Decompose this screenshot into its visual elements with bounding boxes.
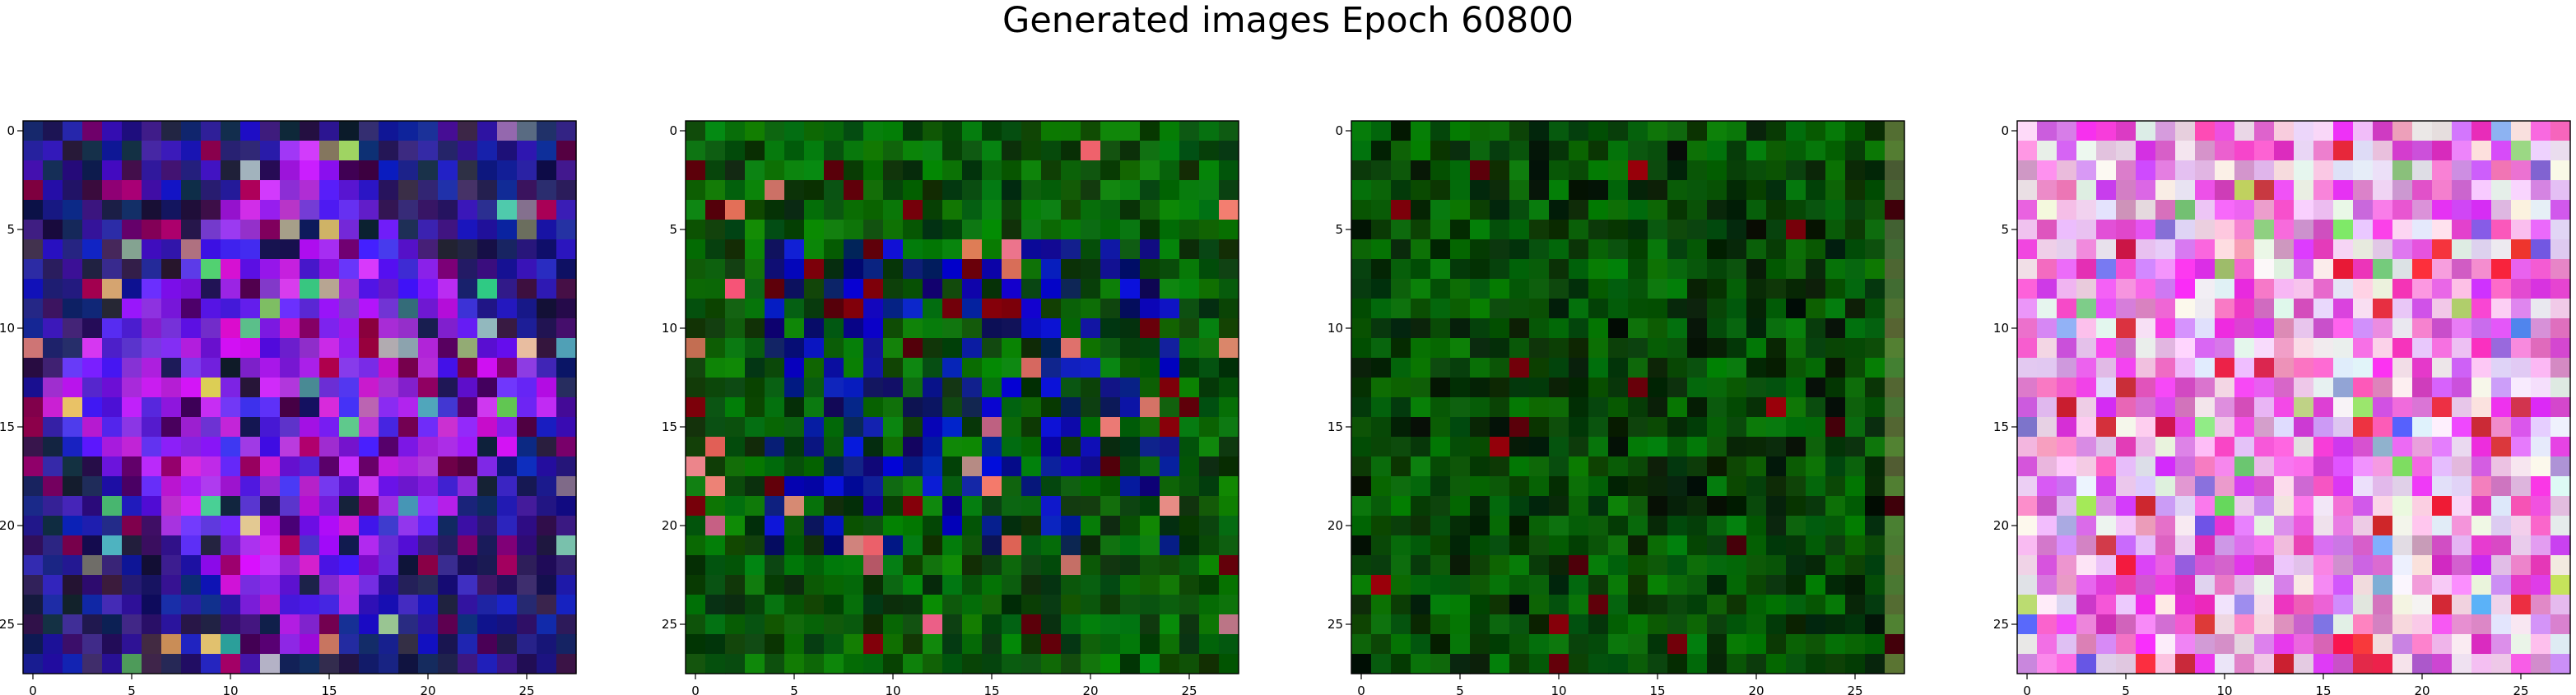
axes-frame (22, 120, 577, 674)
y-tick-label: 10 (1328, 321, 1343, 336)
image-panel-2: 0 5 10 15 20 25 0 5 10 15 20 25 (662, 120, 1239, 695)
y-tick-label: 25 (0, 617, 15, 632)
x-tick-label: 5 (790, 683, 798, 695)
x-tick-label: 20 (1748, 683, 1764, 695)
image-pixels (23, 121, 577, 674)
x-tick-label: 10 (1551, 683, 1566, 695)
y-tick-label: 5 (669, 222, 677, 237)
image-panel-4: 0 5 10 15 20 25 0 5 10 15 20 25 (1993, 120, 2571, 695)
x-tick-label: 0 (2023, 683, 2031, 695)
x-tick-label: 10 (885, 683, 900, 695)
image-pixels (2017, 121, 2571, 674)
y-tick-label: 15 (1993, 419, 2009, 434)
x-tick-label: 15 (321, 683, 337, 695)
y-tick-label: 25 (1328, 617, 1343, 632)
y-tick-label: 20 (1328, 518, 1343, 533)
y-tick-label: 10 (662, 321, 677, 336)
x-tick-label: 15 (2315, 683, 2331, 695)
y-tick-label: 15 (0, 419, 15, 434)
axes-frame (2016, 120, 2571, 674)
image-panel-3: 0 5 10 15 20 25 0 5 10 15 20 25 (1328, 120, 1905, 695)
x-tick-label: 25 (1181, 683, 1197, 695)
x-tick-label: 15 (1649, 683, 1665, 695)
x-tick-label: 5 (128, 683, 136, 695)
x-tick-label: 15 (983, 683, 999, 695)
x-tick-label: 0 (691, 683, 700, 695)
x-tick-label: 25 (518, 683, 534, 695)
y-tick-label: 5 (2001, 222, 2009, 237)
x-tick-label: 10 (2216, 683, 2232, 695)
x-tick-label: 5 (1456, 683, 1464, 695)
x-tick-label: 0 (29, 683, 37, 695)
x-tick-label: 20 (2414, 683, 2430, 695)
y-tick-label: 10 (0, 321, 15, 336)
y-tick-label: 20 (662, 518, 677, 533)
y-tick-label: 10 (1993, 321, 2009, 336)
y-tick-label: 0 (2001, 123, 2009, 138)
y-tick-label: 20 (1993, 518, 2009, 533)
y-tick-label: 15 (662, 419, 677, 434)
x-tick-label: 0 (1357, 683, 1365, 695)
figure-title: Generated images Epoch 60800 (1002, 0, 1574, 41)
y-tick-label: 15 (1328, 419, 1343, 434)
x-tick-label: 25 (1847, 683, 1862, 695)
x-tick-label: 20 (1082, 683, 1098, 695)
x-tick-label: 25 (2513, 683, 2528, 695)
y-tick-label: 25 (1993, 617, 2009, 632)
axes-frame (1351, 120, 1905, 674)
y-tick-label: 25 (662, 617, 677, 632)
y-tick-label: 20 (0, 518, 15, 533)
axes-frame (685, 120, 1239, 674)
y-tick-label: 0 (1335, 123, 1343, 138)
x-tick-label: 10 (222, 683, 238, 695)
image-pixels (686, 121, 1239, 674)
x-tick-label: 5 (2122, 683, 2130, 695)
image-pixels (1351, 121, 1905, 674)
image-panel-1: 0 5 10 15 20 25 0 5 10 15 20 25 (0, 120, 577, 695)
y-tick-label: 5 (1335, 222, 1343, 237)
y-tick-label: 0 (669, 123, 677, 138)
y-tick-label: 0 (7, 123, 15, 138)
x-tick-label: 20 (420, 683, 435, 695)
y-tick-label: 5 (7, 222, 15, 237)
